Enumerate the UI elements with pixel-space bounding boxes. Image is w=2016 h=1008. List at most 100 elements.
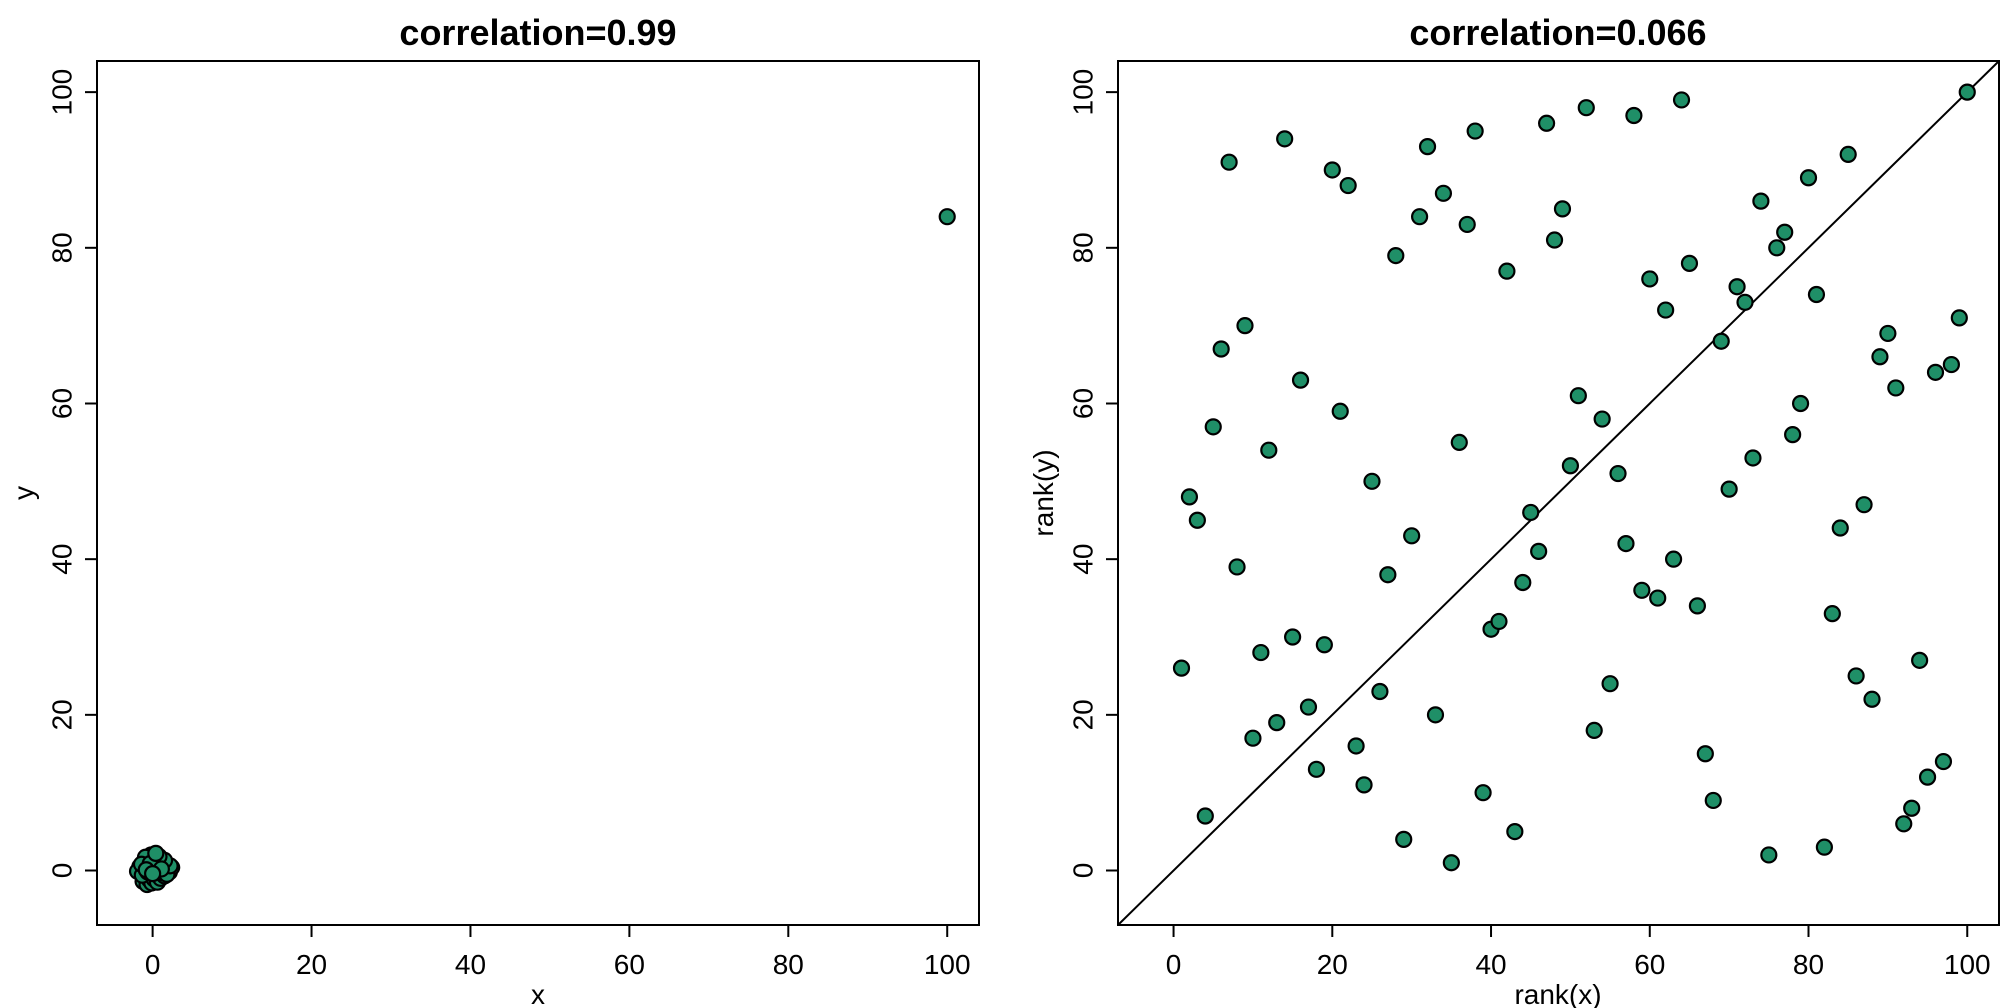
right-scatter-point (1204, 418, 1222, 436)
right-scatter-point (1815, 838, 1833, 856)
right-scatter-point (1291, 371, 1310, 389)
right-scatter-point (1228, 558, 1246, 576)
left-x-tick-label: 0 (145, 949, 161, 980)
right-scatter-point (1712, 332, 1730, 350)
left-x-tick-label: 40 (455, 949, 486, 980)
right-y-tick-label: 60 (1067, 388, 1098, 419)
right-y-axis: 0 20 40 60 80 100 (1067, 69, 1118, 879)
right-x-tick-label: 40 (1475, 949, 1506, 980)
right-y-tick-label: 100 (1067, 69, 1098, 116)
left-plot-frame (96, 60, 980, 926)
right-scatter-point (1903, 799, 1921, 817)
right-scatter-point (1720, 480, 1738, 498)
right-scatter-point (1760, 846, 1778, 864)
right-scatter-point (1871, 348, 1889, 366)
right-y-tick-label: 0 (1067, 863, 1098, 879)
right-scatter-point (1363, 472, 1381, 490)
left-y-tick-label: 80 (46, 232, 77, 263)
right-scatter-point (1649, 589, 1667, 607)
right-x-tick-label: 60 (1634, 949, 1665, 980)
right-scatter-point (1601, 675, 1619, 693)
right-scatter-point (1688, 597, 1706, 615)
right-scatter-point (1934, 752, 1953, 771)
right-scatter-point (1180, 488, 1199, 506)
right-scatter-point (1799, 169, 1818, 187)
right-scatter-point (1807, 285, 1826, 304)
right-scatter-point (1212, 340, 1230, 358)
right-scatter-point (1879, 324, 1897, 343)
right-scatter-point (1236, 317, 1254, 335)
left-scatter-points (128, 208, 956, 894)
right-scatter-panel: correlation=0.066 0 20 40 60 80 100 0 20 40 60 80… (1028, 12, 2000, 1008)
right-scatter-point (1514, 573, 1532, 592)
right-y-tick-label: 20 (1067, 699, 1098, 730)
right-scatter-point (1315, 636, 1333, 654)
left-scatter-point (144, 865, 162, 883)
right-scatter-point (1474, 784, 1492, 802)
right-scatter-point (1553, 200, 1572, 218)
right-scatter-point (1569, 387, 1587, 405)
right-scatter-point (1276, 130, 1294, 148)
right-scatter-point (1609, 464, 1627, 483)
left-y-axis-label: y (8, 486, 39, 500)
right-scatter-point (1371, 682, 1389, 701)
right-y-tick-label: 80 (1067, 232, 1098, 263)
right-scatter-point (1284, 628, 1302, 646)
right-scatter-point (1426, 706, 1445, 724)
right-scatter-point (1411, 208, 1429, 226)
right-scatter-point (1847, 667, 1865, 685)
left-y-axis: 0 20 40 60 80 100 (46, 69, 97, 878)
right-scatter-point (1466, 122, 1484, 140)
left-x-tick-label: 100 (924, 949, 971, 980)
left-x-axis: 0 20 40 60 80 100 (145, 925, 971, 980)
right-scatter-point (1196, 807, 1214, 825)
right-scatter-point (1458, 215, 1476, 234)
left-scatter-point (147, 844, 165, 862)
right-scatter-point (1744, 449, 1762, 467)
right-scatter-point (1339, 176, 1357, 195)
right-x-axis: 0 20 40 60 80 100 (1166, 925, 1991, 980)
right-x-tick-label: 20 (1317, 949, 1348, 980)
right-plot-frame (1117, 60, 2000, 926)
right-scatter-point (1887, 379, 1905, 397)
left-y-tick-label: 100 (46, 69, 77, 116)
right-scatter-point (1522, 503, 1540, 522)
right-scatter-point (1355, 776, 1373, 794)
right-scatter-point (1379, 566, 1397, 584)
right-y-tick-label: 40 (1067, 544, 1098, 575)
right-scatter-point (1942, 355, 1960, 374)
right-scatter-point (1633, 581, 1651, 599)
right-x-tick-label: 0 (1166, 949, 1182, 980)
right-scatter-point (1617, 534, 1635, 553)
left-x-axis-label: x (531, 979, 545, 1008)
right-scatter-point (1545, 231, 1564, 249)
right-x-axis-label: rank(x) (1514, 979, 1601, 1008)
left-chart-title: correlation=0.99 (399, 12, 676, 53)
right-scatter-point (1728, 278, 1746, 296)
right-scatter-point (1950, 309, 1968, 327)
right-scatter-point (1347, 737, 1365, 755)
left-y-tick-label: 20 (46, 699, 77, 730)
right-scatter-point (1784, 426, 1802, 444)
left-y-tick-label: 60 (46, 388, 77, 419)
right-scatter-point (1434, 184, 1453, 202)
right-scatter-point (1331, 402, 1349, 420)
right-scatter-point (1387, 246, 1405, 265)
right-scatter-point (1593, 410, 1611, 428)
right-scatter-point (1561, 457, 1580, 475)
right-scatter-point (1268, 714, 1286, 732)
left-x-tick-label: 20 (296, 949, 327, 980)
right-x-tick-label: 100 (1944, 949, 1991, 980)
left-scatter-point (938, 208, 956, 226)
right-chart-title: correlation=0.066 (1409, 12, 1706, 53)
right-scatter-point (1307, 760, 1326, 778)
right-scatter-points (1172, 83, 1976, 872)
right-scatter-point (1926, 363, 1945, 381)
left-x-tick-label: 80 (773, 949, 804, 980)
right-scatter-point (1252, 643, 1270, 662)
right-scatter-point (1537, 114, 1556, 132)
right-scatter-point (1696, 745, 1714, 763)
right-scatter-point (1188, 511, 1206, 529)
right-scatter-point (1918, 768, 1937, 786)
